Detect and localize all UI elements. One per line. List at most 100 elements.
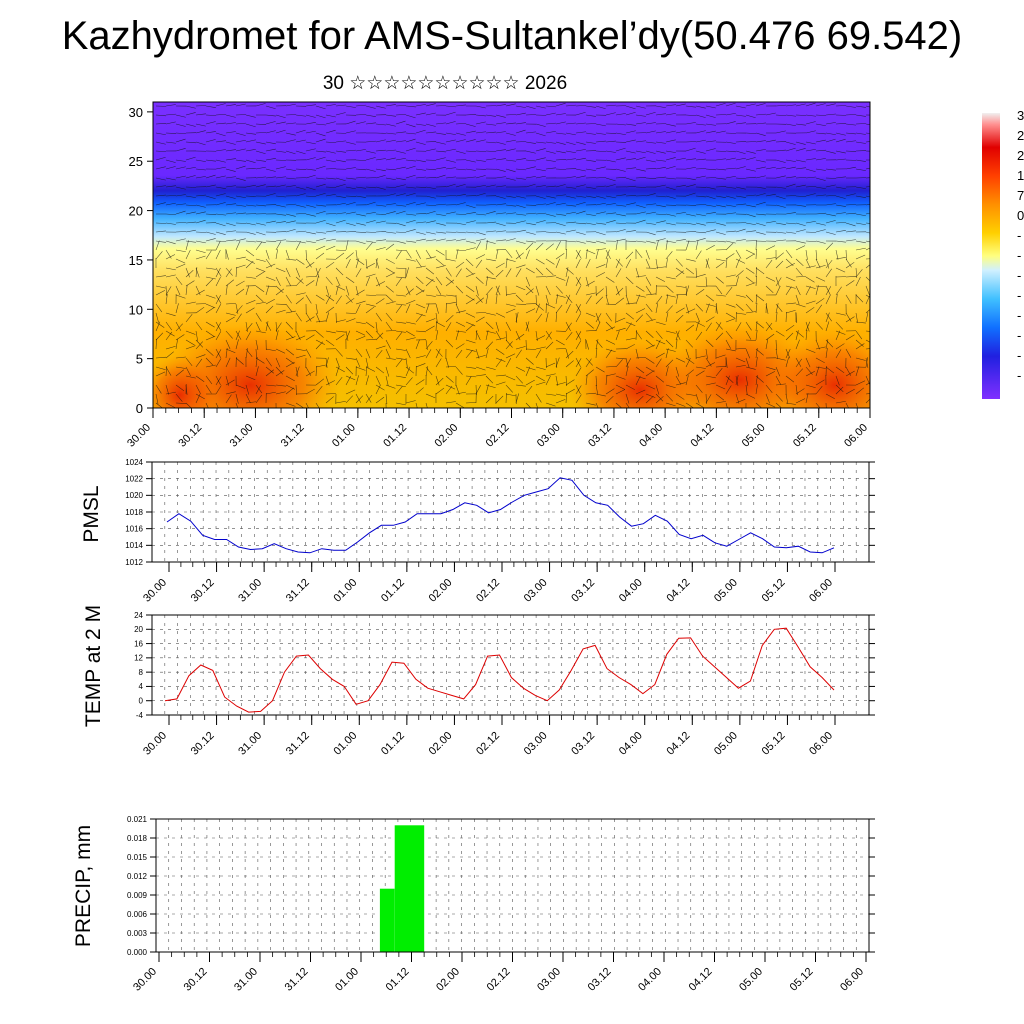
wind-barb (295, 168, 306, 170)
wind-barb (695, 321, 706, 327)
wind-barb (605, 366, 616, 368)
wind-barb (865, 123, 870, 125)
wind-barb (285, 402, 296, 407)
colorbar-label: - (1017, 268, 1021, 283)
wind-barb (235, 264, 246, 269)
wind-barb (665, 222, 676, 226)
wind-barb (635, 285, 645, 292)
wind-barb (815, 186, 826, 190)
wind-barb (755, 321, 765, 329)
wind-barb (425, 303, 430, 314)
colorbar-label: 2 (1017, 128, 1024, 143)
wind-barb (185, 285, 188, 296)
wind-barb (625, 167, 636, 170)
wind-barb (345, 195, 356, 197)
wind-barb (595, 211, 606, 215)
wind-barb (515, 285, 526, 291)
wind-barb (715, 384, 726, 390)
wind-barb (325, 177, 336, 180)
wind-barb (365, 366, 368, 377)
wind-barb (815, 123, 826, 127)
wind-barb (655, 266, 666, 269)
wind-barb (395, 357, 406, 360)
wind-barb (605, 159, 616, 163)
wind-barb (255, 348, 257, 359)
wind-barb (425, 256, 436, 260)
wind-barb (205, 105, 216, 108)
wind-barb (335, 295, 342, 305)
wind-barb (165, 254, 176, 260)
wind-barb (815, 258, 821, 269)
wind-barb (705, 204, 716, 207)
wind-barb (595, 348, 598, 359)
wind-barb (415, 176, 426, 179)
wind-barb (755, 276, 758, 287)
wind-barb (505, 212, 516, 215)
wind-barb (835, 375, 840, 386)
wind-barb (615, 402, 623, 408)
wind-barb (515, 264, 526, 269)
wind-barb (255, 166, 266, 170)
wind-barb (835, 138, 846, 143)
wind-barb (385, 267, 395, 274)
wind-barb (325, 339, 335, 347)
wind-barb (445, 357, 449, 368)
wind-barb (465, 298, 475, 305)
wind-barb (585, 141, 596, 144)
wind-barb (715, 240, 726, 243)
wind-barb (195, 289, 205, 296)
wind-barb (755, 303, 758, 314)
wind-barb (855, 321, 866, 324)
wind-barb (785, 249, 793, 259)
wind-barb (695, 150, 706, 154)
wind-barb (325, 393, 337, 395)
wind-barb (445, 159, 456, 163)
wind-barb (325, 129, 336, 134)
wind-barb (575, 195, 586, 198)
wind-barb (855, 159, 866, 162)
wind-barb (395, 277, 402, 287)
wind-barb (175, 366, 186, 369)
wind-barb (575, 313, 582, 323)
colorbar-label: 2 (1017, 148, 1024, 163)
wind-barb (355, 348, 363, 358)
wind-barb (375, 139, 386, 143)
wind-barb (515, 249, 521, 259)
wind-barb (415, 202, 426, 206)
wind-barb (335, 183, 346, 188)
wind-barb (565, 221, 576, 224)
wind-barb (315, 123, 326, 126)
wind-barb (485, 321, 494, 330)
wind-barb (695, 231, 706, 234)
wind-barb (425, 177, 436, 179)
wind-barb (545, 112, 556, 116)
wind-barb (345, 330, 349, 341)
wind-barb (645, 211, 656, 215)
wind-barb (775, 231, 786, 234)
wind-barb (335, 285, 339, 296)
wind-barb (605, 285, 608, 296)
x-tick-label: 31.12 (284, 730, 312, 758)
wind-barb (155, 240, 166, 243)
wind-barb (425, 393, 436, 399)
wind-barb (855, 343, 865, 350)
wind-barb (605, 112, 616, 116)
wind-barb (725, 157, 736, 161)
wind-barb (185, 204, 196, 207)
wind-barb (545, 195, 556, 199)
wind-barb (845, 348, 852, 358)
wind-barb (155, 123, 166, 125)
wind-barb (665, 305, 673, 314)
wind-barb (855, 195, 866, 198)
wind-barb (705, 212, 716, 215)
colorbar-label: 0 (1017, 208, 1024, 223)
wind-barb (285, 375, 295, 382)
wind-barb (725, 230, 736, 233)
wind-barb (285, 361, 295, 368)
wind-barb (485, 158, 496, 161)
wind-barb (205, 195, 216, 200)
wind-barb (655, 396, 664, 404)
y-tick-label: 0 (136, 401, 143, 416)
wind-barb (305, 157, 316, 161)
wind-barb (225, 203, 236, 206)
